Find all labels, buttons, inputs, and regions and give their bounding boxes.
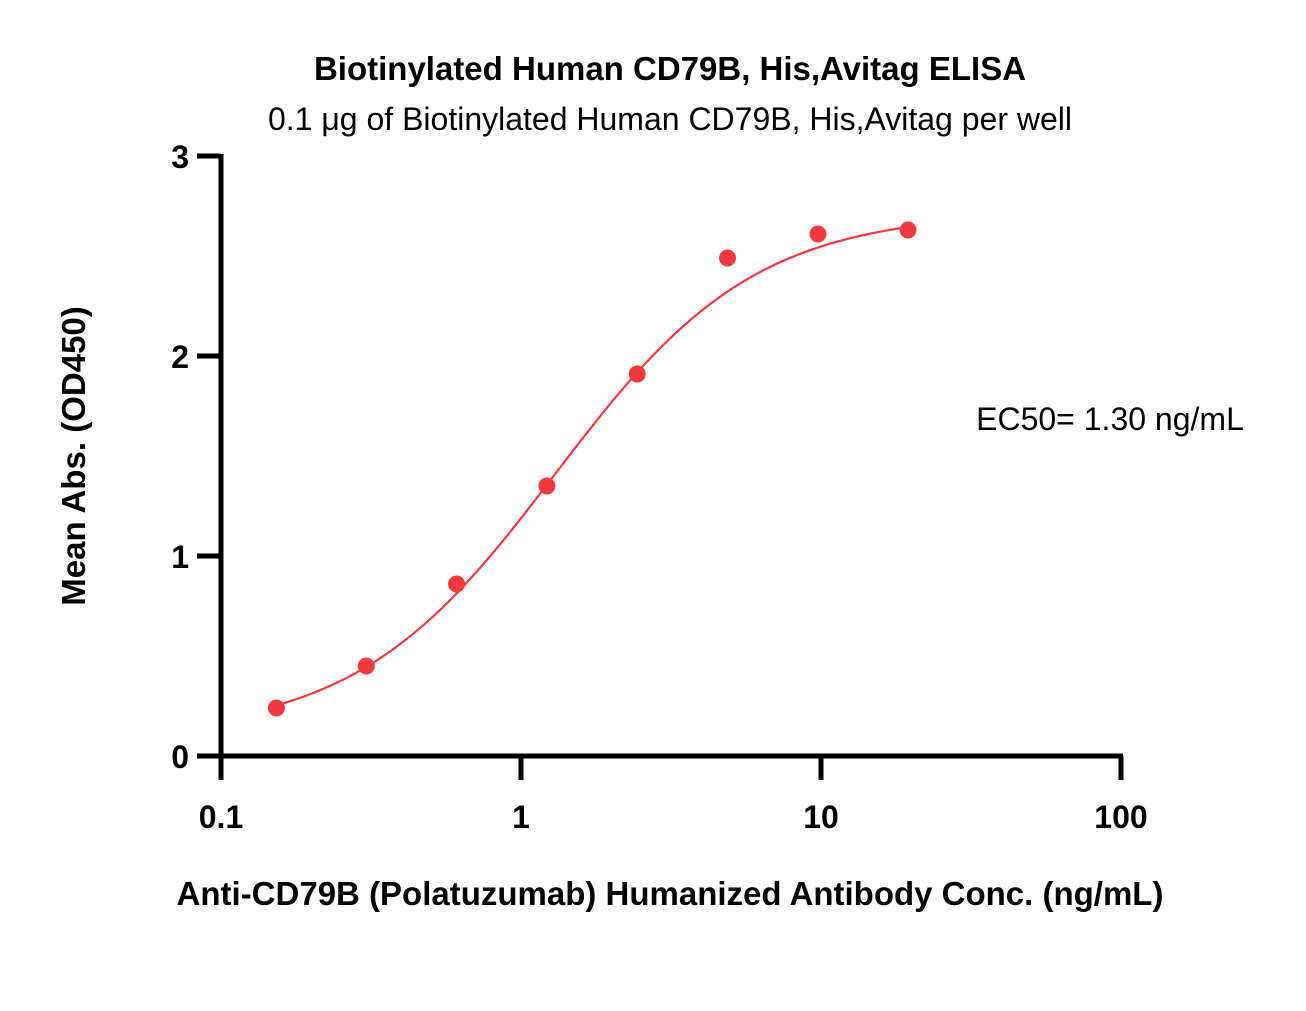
fit-curve xyxy=(276,225,909,707)
data-point xyxy=(267,699,285,717)
x-tick-label: 100 xyxy=(1094,799,1147,835)
chart-title: Biotinylated Human CD79B, His,Avitag ELI… xyxy=(314,50,1026,87)
x-axis-label: Anti-CD79B (Polatuzumab) Humanized Antib… xyxy=(177,875,1164,912)
data-point xyxy=(628,365,646,383)
data-point xyxy=(719,249,737,267)
ec50-annotation: EC50= 1.30 ng/mL xyxy=(976,401,1244,437)
data-point xyxy=(448,575,466,593)
x-tick-label: 0.1 xyxy=(199,799,243,835)
data-point xyxy=(538,477,556,495)
data-point xyxy=(809,225,827,243)
data-point xyxy=(357,657,375,675)
y-axis-label: Mean Abs. (OD450) xyxy=(55,306,92,606)
x-tick-label: 1 xyxy=(512,799,530,835)
data-points-layer xyxy=(267,221,917,717)
data-point xyxy=(899,221,917,239)
y-tick-label: 1 xyxy=(171,539,189,575)
x-tick-label: 10 xyxy=(803,799,839,835)
y-tick-label: 0 xyxy=(171,739,189,775)
fit-curve-layer xyxy=(276,225,909,707)
chart-subtitle: 0.1 μg of Biotinylated Human CD79B, His,… xyxy=(268,101,1072,137)
y-tick-label: 3 xyxy=(171,139,189,175)
y-tick-label: 2 xyxy=(171,339,189,375)
axes: 0 1 2 3 0.1 1 10 100 xyxy=(171,139,1147,835)
